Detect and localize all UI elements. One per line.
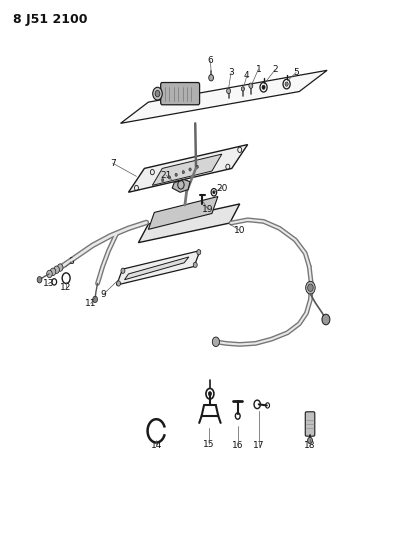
- Text: 16: 16: [232, 441, 244, 450]
- Text: 10: 10: [234, 226, 246, 235]
- Text: 3: 3: [228, 68, 234, 77]
- Text: 7: 7: [110, 159, 116, 167]
- Circle shape: [227, 88, 230, 94]
- Circle shape: [50, 268, 56, 276]
- Circle shape: [285, 82, 288, 86]
- Text: 9: 9: [100, 290, 106, 299]
- Polygon shape: [116, 251, 200, 285]
- Text: 4: 4: [244, 71, 250, 80]
- Text: 8: 8: [68, 257, 74, 266]
- Circle shape: [249, 83, 253, 88]
- FancyBboxPatch shape: [161, 83, 200, 105]
- Text: 20: 20: [216, 183, 228, 192]
- Circle shape: [182, 171, 184, 174]
- Circle shape: [262, 85, 265, 90]
- Text: 21: 21: [160, 171, 172, 180]
- Text: 2: 2: [273, 64, 278, 74]
- Circle shape: [196, 165, 198, 168]
- Circle shape: [175, 173, 177, 176]
- Circle shape: [189, 168, 191, 171]
- Circle shape: [54, 266, 59, 273]
- Circle shape: [193, 262, 197, 268]
- Circle shape: [155, 91, 160, 97]
- Circle shape: [57, 264, 63, 271]
- Text: 19: 19: [202, 205, 214, 214]
- Polygon shape: [138, 204, 240, 243]
- Circle shape: [37, 277, 42, 283]
- Circle shape: [213, 191, 215, 194]
- FancyBboxPatch shape: [305, 412, 315, 436]
- Text: 11: 11: [85, 299, 96, 308]
- Text: 14: 14: [151, 441, 162, 450]
- Circle shape: [322, 314, 330, 325]
- Circle shape: [197, 249, 201, 255]
- Circle shape: [308, 284, 313, 292]
- Polygon shape: [124, 257, 189, 280]
- Circle shape: [306, 281, 315, 294]
- Text: 15: 15: [203, 440, 215, 449]
- Circle shape: [208, 392, 212, 396]
- Circle shape: [162, 179, 164, 182]
- Polygon shape: [172, 180, 190, 192]
- Text: 8 J51 2100: 8 J51 2100: [13, 13, 88, 27]
- Polygon shape: [120, 70, 327, 123]
- Circle shape: [116, 281, 120, 286]
- Circle shape: [93, 296, 98, 303]
- Circle shape: [209, 75, 214, 81]
- Text: 17: 17: [253, 441, 264, 450]
- Text: 5: 5: [293, 68, 299, 77]
- Circle shape: [47, 270, 52, 278]
- Text: 18: 18: [304, 441, 316, 450]
- Polygon shape: [152, 154, 222, 185]
- Circle shape: [153, 87, 162, 100]
- Text: 6: 6: [208, 56, 213, 65]
- Circle shape: [308, 437, 312, 443]
- Circle shape: [212, 337, 220, 346]
- Polygon shape: [128, 144, 248, 192]
- Circle shape: [168, 176, 171, 179]
- Text: 1: 1: [256, 64, 261, 74]
- Text: 12: 12: [60, 283, 72, 292]
- Circle shape: [121, 268, 125, 273]
- Circle shape: [241, 87, 244, 91]
- Polygon shape: [148, 197, 218, 229]
- Text: 13: 13: [42, 279, 54, 288]
